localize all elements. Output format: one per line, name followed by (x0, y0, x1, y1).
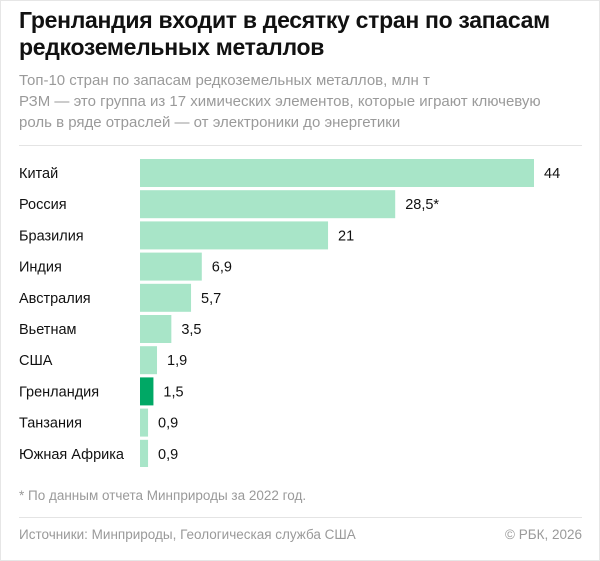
title-line-2: редкоземельных металлов (19, 34, 325, 60)
chart-title: Гренландия входит в десятку стран по зап… (19, 7, 589, 61)
top-divider (19, 145, 582, 146)
value-label: 28,5* (405, 197, 439, 213)
value-label: 3,5 (181, 322, 201, 338)
bar (140, 252, 202, 281)
chart-subtitle: Топ-10 стран по запасам редкоземельных м… (19, 70, 594, 133)
subtitle-line: роль в ряде отраслей — от электроники до… (19, 114, 401, 131)
bar (140, 439, 149, 467)
category-label: Китай (19, 166, 58, 182)
bar (140, 159, 534, 187)
category-label: Танзания (19, 416, 82, 432)
value-label: 5,7 (201, 291, 221, 307)
category-label: США (19, 353, 53, 369)
value-label: 1,9 (167, 353, 187, 369)
bottom-divider (19, 517, 582, 518)
bar (140, 315, 172, 343)
bar (140, 221, 329, 250)
category-label: Вьетнам (19, 322, 77, 338)
value-label: 6,9 (212, 260, 232, 276)
bar (140, 283, 192, 312)
subtitle-line: РЗМ — это группа из 17 химических элемен… (19, 93, 541, 110)
subtitle-line: Топ-10 стран по запасам редкоземельных м… (19, 72, 430, 89)
category-label: Россия (19, 197, 67, 213)
source-text: Источники: Минприроды, Геологическая слу… (19, 527, 356, 542)
footnote: * По данным отчета Минприроды за 2022 го… (19, 488, 307, 503)
value-label: 21 (338, 228, 354, 244)
bar (140, 190, 396, 219)
value-label: 1,5 (163, 384, 183, 400)
value-label: 0,9 (158, 416, 178, 432)
bar (140, 346, 158, 375)
value-label: 0,9 (158, 447, 178, 463)
bar (140, 408, 149, 437)
category-label: Южная Африка (19, 447, 125, 463)
bar-highlighted (140, 377, 154, 406)
category-label: Австралия (19, 291, 91, 307)
value-label: 44 (544, 166, 560, 182)
copyright: © РБК, 2026 (505, 527, 582, 542)
category-label: Индия (19, 260, 62, 276)
title-line-1: Гренландия входит в десятку стран по зап… (19, 7, 550, 33)
category-label: Гренландия (19, 384, 99, 400)
category-label: Бразилия (19, 228, 84, 244)
bar-chart: Китай 44 Россия 28,5* Бразилия 21 Индия 6,9 Авст… (19, 159, 560, 467)
